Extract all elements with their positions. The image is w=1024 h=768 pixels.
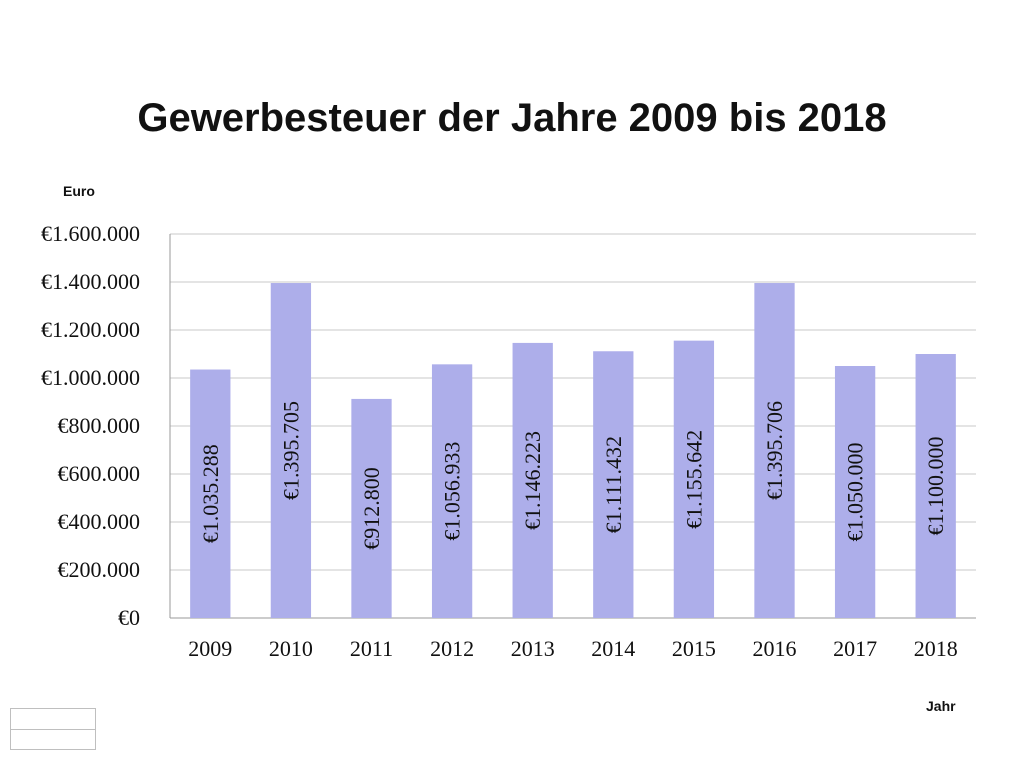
data-label: €1.155.642 [681, 430, 706, 529]
y-tick-label: €400.000 [58, 509, 141, 534]
y-tick-label: €1.400.000 [41, 269, 140, 294]
y-tick-label: €0 [118, 605, 140, 630]
bar-2016 [754, 283, 795, 618]
bar-2010 [270, 283, 312, 618]
data-label: €1.111.432 [601, 436, 626, 533]
data-label: €1.100.000 [923, 437, 948, 536]
x-tick-label: 2017 [833, 636, 877, 661]
legend-row [11, 729, 95, 749]
y-axis-label: Euro [63, 183, 95, 199]
x-tick-label: 2016 [753, 636, 797, 661]
y-tick-label: €800.000 [58, 413, 141, 438]
x-tick-label: 2018 [914, 636, 958, 661]
y-tick-label: €1.200.000 [41, 317, 140, 342]
data-label: €912.800 [359, 467, 384, 550]
y-tick-label: €200.000 [58, 557, 141, 582]
data-labels: €1.035.288 €1.395.705 €912.800 €1.056.933 €1… [198, 401, 948, 550]
bar-2012 [431, 364, 473, 618]
bar-2018 [915, 354, 956, 618]
x-tick-label: 2014 [591, 636, 635, 661]
bar-2014 [593, 351, 634, 618]
x-axis-label: Jahr [926, 698, 956, 714]
bar-2013 [512, 342, 553, 618]
y-tick-label: €1.000.000 [41, 365, 140, 390]
chart-title: Gewerbesteuer der Jahre 2009 bis 2018 [137, 96, 887, 140]
x-tick-label: 2010 [269, 636, 313, 661]
bar-2009 [190, 369, 231, 618]
data-label: €1.035.288 [198, 444, 223, 543]
y-tick-label: €1.600.000 [41, 221, 140, 246]
bar-2011 [351, 398, 392, 618]
tick-labels: €0 €200.000 €400.000 €600.000 €800.000 €1.000… [41, 221, 958, 661]
data-label: €1.056.933 [440, 442, 465, 541]
bar-2015 [673, 340, 715, 618]
data-label: €1.050.000 [843, 443, 868, 542]
data-label: €1.146.223 [520, 431, 545, 530]
data-label: €1.395.706 [762, 401, 787, 500]
x-tick-label: 2015 [672, 636, 716, 661]
y-tick-label: €600.000 [58, 461, 141, 486]
x-tick-label: 2011 [350, 636, 393, 661]
bar-2017 [834, 366, 876, 618]
data-label: €1.395.705 [278, 401, 303, 500]
x-tick-label: 2012 [430, 636, 474, 661]
legend-row [11, 709, 95, 729]
bars [190, 283, 956, 618]
x-tick-label: 2013 [511, 636, 555, 661]
x-tick-label: 2009 [188, 636, 232, 661]
legend-box [10, 708, 96, 750]
